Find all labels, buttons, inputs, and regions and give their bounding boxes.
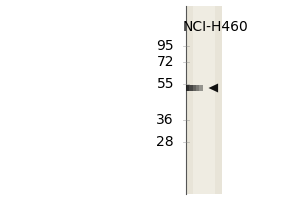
- Bar: [186, 6, 222, 194]
- Text: 28: 28: [156, 135, 174, 149]
- Bar: [186, 85, 189, 91]
- Bar: [193, 85, 196, 91]
- Text: 55: 55: [157, 77, 174, 91]
- Bar: [196, 85, 199, 91]
- Text: 95: 95: [156, 39, 174, 53]
- Text: 72: 72: [157, 55, 174, 69]
- Text: 36: 36: [156, 113, 174, 127]
- Text: NCI-H460: NCI-H460: [183, 20, 249, 34]
- Polygon shape: [208, 84, 218, 92]
- Bar: [193, 6, 215, 194]
- Bar: [189, 85, 193, 91]
- Bar: [199, 85, 203, 91]
